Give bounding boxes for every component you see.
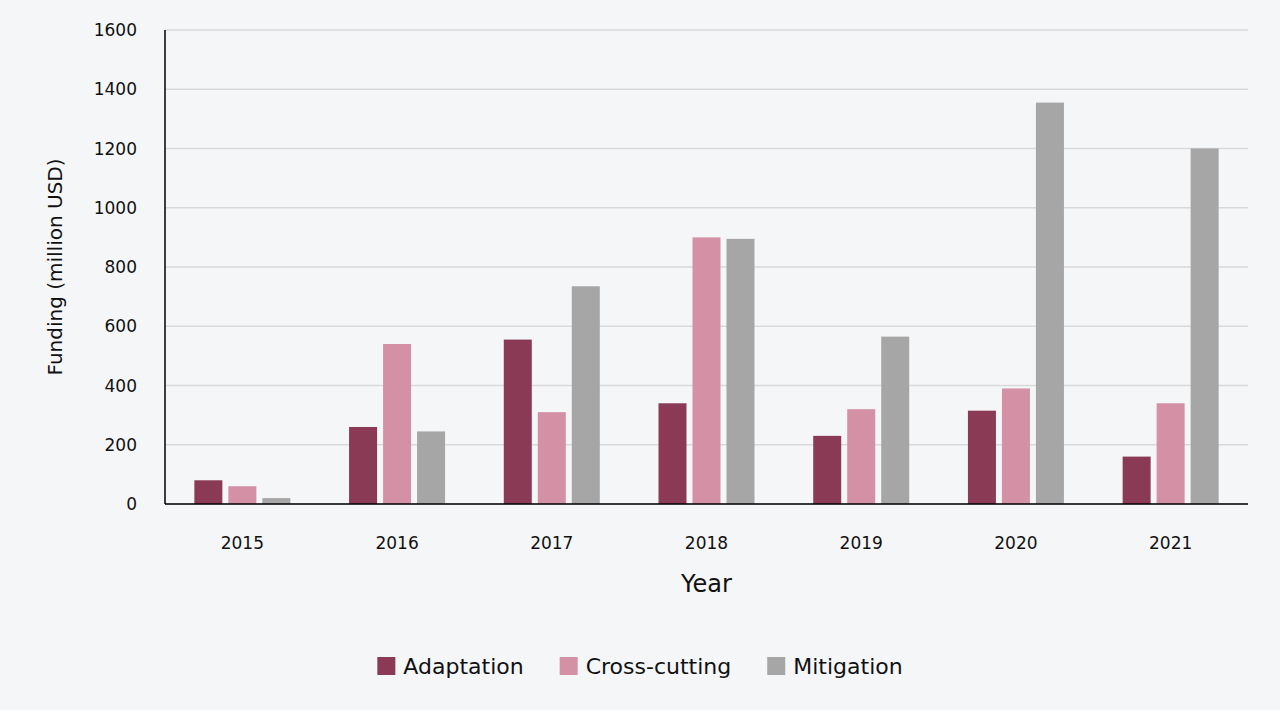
bar	[693, 237, 721, 504]
bar	[813, 436, 841, 504]
bar	[349, 427, 377, 504]
bar	[1157, 403, 1185, 504]
background	[0, 0, 1280, 710]
bar	[847, 409, 875, 504]
legend-label: Cross-cutting	[586, 654, 732, 679]
chart-container: 0 200 400 600 800 1000 1200 1400 1600 2015 2016 201…	[0, 0, 1280, 710]
legend-swatch	[377, 657, 395, 675]
bar	[504, 340, 532, 504]
x-tick-label: 2015	[221, 533, 264, 553]
y-tick-label: 400	[105, 376, 137, 396]
bar	[727, 239, 755, 504]
bars	[194, 103, 1218, 504]
y-axis-label: Funding (million USD)	[43, 158, 67, 375]
bar	[1036, 103, 1064, 504]
y-tick-label: 1200	[94, 139, 137, 159]
bar	[538, 412, 566, 504]
x-tick-label: 2021	[1149, 533, 1192, 553]
legend: Adaptation Cross-cutting Mitigation	[377, 654, 902, 679]
y-tick-label: 600	[105, 316, 137, 336]
bar	[194, 480, 222, 504]
y-axis	[164, 30, 166, 504]
x-tick-label: 2020	[994, 533, 1037, 553]
legend-swatch	[560, 657, 578, 675]
legend-swatch	[767, 657, 785, 675]
bar	[228, 486, 256, 504]
bar	[417, 431, 445, 504]
y-tick-label: 1000	[94, 198, 137, 218]
x-tick-label: 2016	[375, 533, 418, 553]
x-axis	[165, 503, 1248, 505]
y-tick-label: 1600	[94, 20, 137, 40]
chart-svg: 0 200 400 600 800 1000 1200 1400 1600 2015 2016 201…	[0, 0, 1280, 710]
y-tick-label: 800	[105, 257, 137, 277]
bar	[1191, 149, 1219, 505]
bar	[1002, 388, 1030, 504]
x-tick-label: 2017	[530, 533, 573, 553]
bar	[1123, 457, 1151, 504]
y-tick-label: 1400	[94, 79, 137, 99]
legend-label: Adaptation	[403, 654, 523, 679]
grid-line	[165, 89, 1248, 91]
bar	[881, 337, 909, 504]
bar	[383, 344, 411, 504]
x-axis-label: Year	[680, 570, 732, 598]
bar	[262, 498, 290, 504]
grid-line	[165, 503, 1248, 505]
grid-line	[165, 29, 1248, 31]
x-tick-label: 2019	[840, 533, 883, 553]
legend-label: Mitigation	[793, 654, 902, 679]
bar	[572, 286, 600, 504]
y-tick-label: 200	[105, 435, 137, 455]
bar	[659, 403, 687, 504]
bar	[968, 411, 996, 504]
x-tick-label: 2018	[685, 533, 728, 553]
grid-line	[165, 148, 1248, 150]
y-tick-label: 0	[126, 494, 137, 514]
grid-line	[165, 207, 1248, 209]
